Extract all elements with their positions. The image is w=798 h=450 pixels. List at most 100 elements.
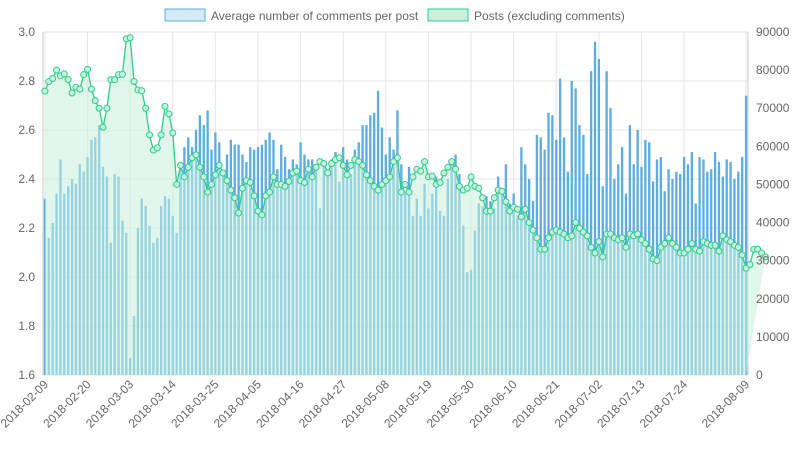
data-point bbox=[696, 247, 704, 255]
y-right-tick-label: 90000 bbox=[756, 25, 790, 39]
data-point bbox=[533, 234, 541, 242]
data-point bbox=[359, 161, 367, 169]
data-point bbox=[146, 131, 154, 139]
data-point bbox=[401, 180, 409, 188]
data-point bbox=[386, 173, 394, 181]
data-point bbox=[568, 232, 576, 240]
data-point bbox=[200, 173, 208, 181]
data-point bbox=[60, 70, 68, 78]
bar bbox=[744, 95, 748, 375]
data-point bbox=[111, 76, 119, 84]
data-point bbox=[653, 257, 661, 265]
y-right-tick-label: 0 bbox=[756, 368, 763, 382]
data-point bbox=[641, 240, 649, 248]
y-right-tick-label: 70000 bbox=[756, 101, 790, 115]
data-point bbox=[393, 154, 401, 162]
data-point bbox=[645, 245, 653, 253]
data-point bbox=[545, 234, 553, 242]
data-point bbox=[444, 163, 452, 171]
data-point bbox=[366, 177, 374, 185]
data-point bbox=[165, 110, 173, 118]
legend-label-posts[interactable]: Posts (excluding comments) bbox=[474, 9, 625, 23]
bar bbox=[558, 78, 562, 376]
data-point bbox=[246, 179, 254, 187]
bar bbox=[570, 81, 573, 375]
data-point bbox=[734, 243, 742, 251]
data-point bbox=[661, 240, 669, 248]
data-point bbox=[502, 198, 510, 206]
data-point bbox=[320, 159, 328, 167]
y-left-tick-label: 2.6 bbox=[18, 123, 35, 137]
legend-swatch-comments[interactable] bbox=[164, 8, 206, 22]
data-point bbox=[91, 97, 99, 105]
data-point bbox=[142, 104, 150, 112]
area-fill bbox=[44, 37, 766, 375]
data-point bbox=[634, 230, 642, 238]
data-point bbox=[99, 123, 107, 131]
data-point bbox=[591, 249, 599, 257]
legend-label-comments[interactable]: Average number of comments per post bbox=[211, 9, 419, 23]
data-point bbox=[672, 243, 680, 251]
data-point bbox=[118, 70, 126, 78]
y-right-tick-label: 40000 bbox=[756, 216, 790, 230]
data-point bbox=[618, 234, 626, 242]
data-point bbox=[76, 85, 84, 93]
data-point bbox=[304, 165, 312, 173]
y-left-tick-label: 2.4 bbox=[18, 172, 35, 186]
data-point bbox=[572, 219, 580, 227]
data-point bbox=[41, 87, 49, 95]
data-point bbox=[80, 71, 88, 79]
data-point bbox=[250, 192, 258, 200]
data-point bbox=[587, 243, 595, 251]
data-point bbox=[440, 169, 448, 177]
data-point bbox=[235, 209, 243, 217]
data-point bbox=[324, 169, 332, 177]
data-point bbox=[436, 179, 444, 187]
data-point bbox=[223, 177, 231, 185]
data-point bbox=[126, 34, 134, 42]
data-point bbox=[622, 243, 630, 251]
y-left-tick-label: 2.0 bbox=[18, 270, 35, 284]
data-point bbox=[684, 245, 692, 253]
data-point bbox=[130, 78, 138, 86]
data-point bbox=[211, 171, 219, 179]
data-point bbox=[49, 74, 57, 82]
data-point bbox=[688, 240, 696, 248]
data-point bbox=[68, 89, 76, 97]
data-point bbox=[53, 66, 61, 74]
data-point bbox=[161, 102, 169, 110]
data-point bbox=[417, 167, 425, 175]
data-point bbox=[421, 158, 429, 166]
data-point bbox=[238, 184, 246, 192]
data-point bbox=[715, 247, 723, 255]
data-point bbox=[347, 161, 355, 169]
data-point bbox=[300, 179, 308, 187]
data-point bbox=[204, 188, 212, 196]
data-point bbox=[374, 186, 382, 194]
legend-swatch-posts[interactable] bbox=[427, 8, 469, 22]
y-left-tick-label: 3.0 bbox=[18, 25, 35, 39]
data-point bbox=[208, 180, 216, 188]
data-point bbox=[335, 154, 343, 162]
data-point bbox=[293, 167, 301, 175]
bar bbox=[593, 41, 597, 376]
y-right-tick-label: 50000 bbox=[756, 177, 790, 191]
data-point bbox=[397, 188, 405, 196]
data-point bbox=[525, 219, 533, 227]
data-point bbox=[490, 194, 498, 202]
area-series bbox=[41, 34, 769, 375]
data-point bbox=[521, 205, 529, 213]
legend[interactable]: Average number of comments per post Post… bbox=[164, 8, 625, 23]
y-right-tick-label: 80000 bbox=[756, 63, 790, 77]
data-point bbox=[95, 104, 103, 112]
data-point bbox=[219, 169, 227, 177]
data-point bbox=[529, 226, 537, 234]
data-point bbox=[153, 144, 161, 152]
bar bbox=[597, 58, 601, 375]
data-point bbox=[498, 187, 506, 195]
data-point bbox=[281, 182, 289, 190]
y-right-tick-label: 10000 bbox=[756, 330, 790, 344]
data-point bbox=[339, 161, 347, 169]
data-point bbox=[479, 194, 487, 202]
